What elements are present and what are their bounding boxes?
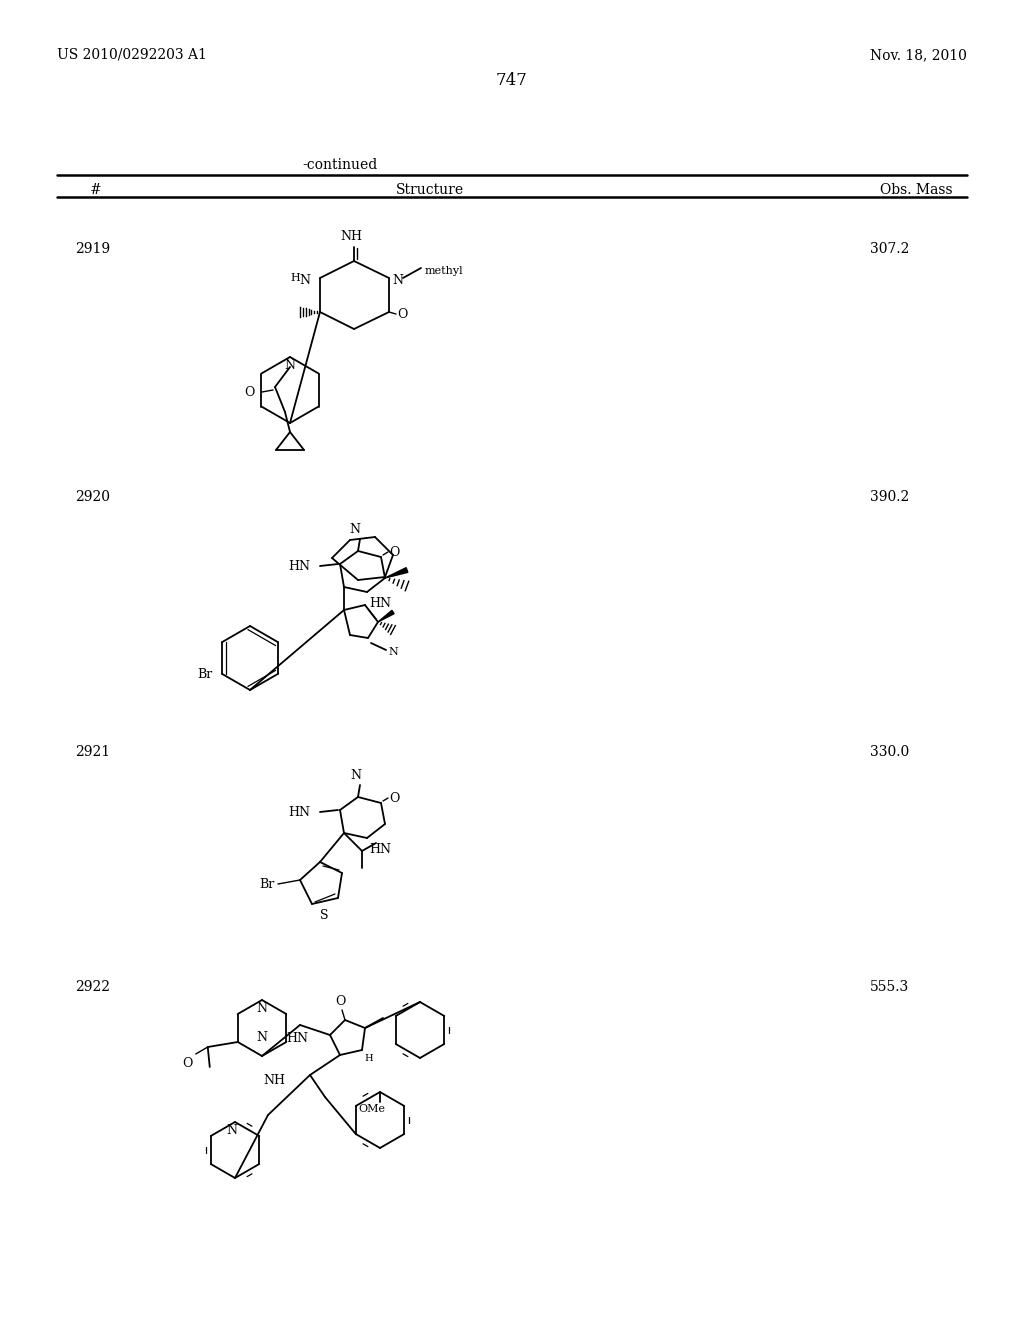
Text: HN: HN (288, 560, 310, 573)
Text: N: N (285, 359, 296, 372)
Text: O: O (335, 995, 345, 1008)
Text: NH: NH (263, 1073, 285, 1086)
Text: H: H (290, 273, 300, 282)
Text: N: N (350, 770, 361, 781)
Text: HN: HN (369, 843, 391, 855)
Text: Br: Br (197, 668, 212, 681)
Text: O: O (182, 1057, 193, 1071)
Text: N: N (349, 523, 360, 536)
Text: N: N (256, 1002, 267, 1015)
Text: S: S (319, 909, 329, 921)
Polygon shape (378, 610, 394, 622)
Text: 2922: 2922 (75, 979, 110, 994)
Text: 307.2: 307.2 (870, 242, 909, 256)
Polygon shape (385, 568, 408, 578)
Text: O: O (397, 308, 408, 321)
Text: HN: HN (369, 597, 391, 610)
Text: H: H (364, 1053, 373, 1063)
Text: N: N (388, 647, 397, 657)
Text: US 2010/0292203 A1: US 2010/0292203 A1 (57, 48, 207, 62)
Text: -continued: -continued (302, 158, 378, 172)
Text: 330.0: 330.0 (870, 744, 909, 759)
Text: NH: NH (340, 230, 362, 243)
Text: Obs. Mass: Obs. Mass (880, 183, 952, 197)
Text: methyl: methyl (425, 267, 464, 276)
Text: 555.3: 555.3 (870, 979, 909, 994)
Text: #: # (90, 183, 101, 197)
Text: 2921: 2921 (75, 744, 111, 759)
Text: O: O (389, 792, 399, 804)
Text: 747: 747 (496, 73, 528, 88)
Text: N: N (256, 1031, 267, 1044)
Text: O: O (389, 545, 399, 558)
Text: HN: HN (286, 1031, 308, 1044)
Text: HN: HN (288, 805, 310, 818)
Text: 2919: 2919 (75, 242, 111, 256)
Text: Br: Br (260, 879, 275, 891)
Text: N: N (226, 1125, 238, 1137)
Text: Nov. 18, 2010: Nov. 18, 2010 (870, 48, 967, 62)
Text: O: O (245, 385, 255, 399)
Text: N: N (392, 273, 403, 286)
Text: N: N (299, 273, 310, 286)
Text: Structure: Structure (396, 183, 464, 197)
Text: OMe: OMe (358, 1104, 385, 1114)
Text: 390.2: 390.2 (870, 490, 909, 504)
Text: 2920: 2920 (75, 490, 110, 504)
